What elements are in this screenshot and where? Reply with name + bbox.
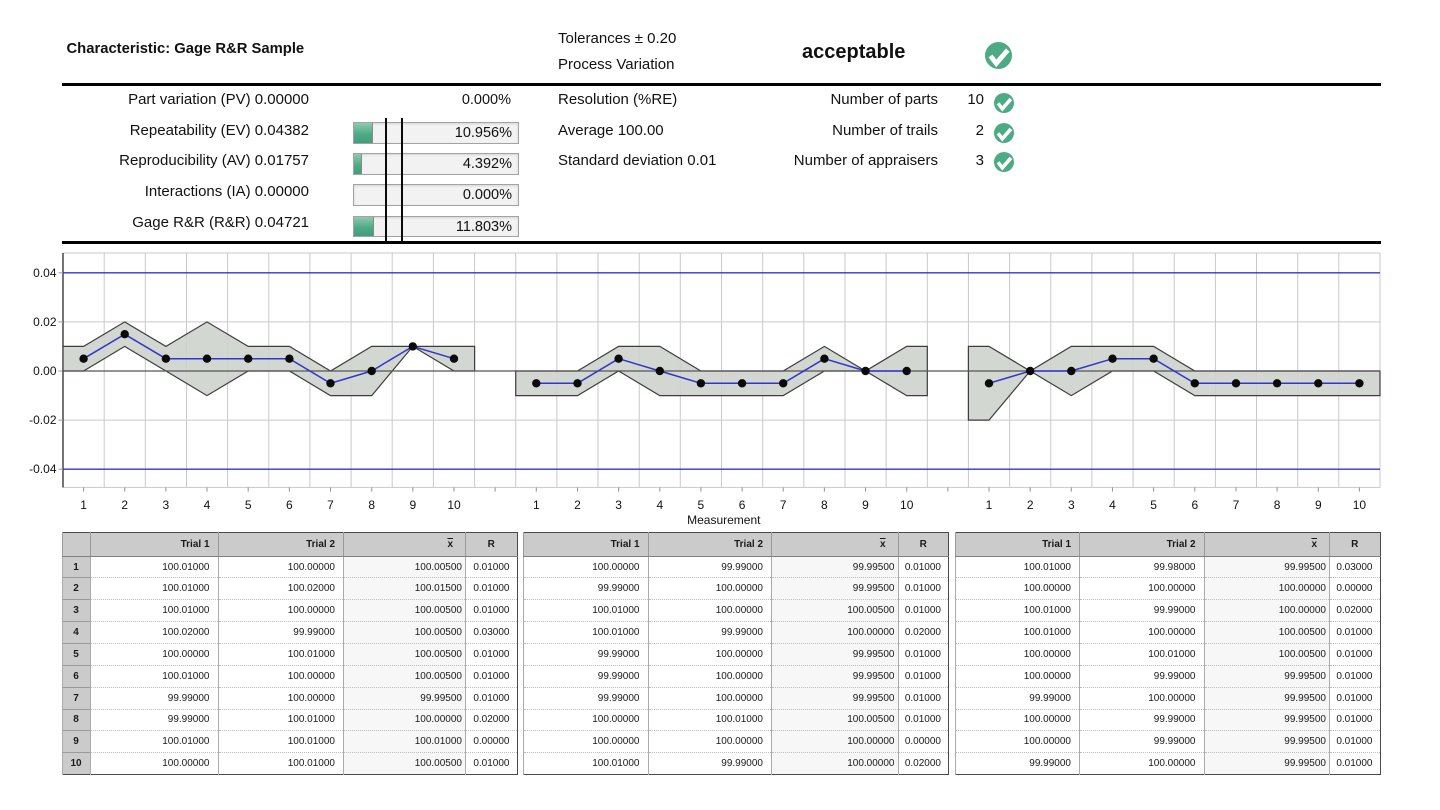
svg-text:7: 7 — [327, 498, 334, 512]
svg-text:5: 5 — [698, 498, 705, 512]
svg-text:3: 3 — [615, 498, 622, 512]
svg-text:0.02: 0.02 — [33, 315, 57, 329]
svg-text:8: 8 — [1274, 498, 1281, 512]
svg-text:2: 2 — [121, 498, 128, 512]
svg-text:4: 4 — [204, 498, 211, 512]
svg-text:7: 7 — [1233, 498, 1240, 512]
svg-text:7: 7 — [780, 498, 787, 512]
svg-text:4: 4 — [1109, 498, 1116, 512]
svg-text:1: 1 — [80, 498, 87, 512]
svg-text:9: 9 — [409, 498, 416, 512]
svg-text:5: 5 — [1150, 498, 1157, 512]
svg-text:0.00: 0.00 — [33, 364, 57, 378]
svg-text:Measurement: Measurement — [687, 513, 761, 527]
svg-text:4: 4 — [656, 498, 663, 512]
svg-text:1: 1 — [986, 498, 993, 512]
svg-text:6: 6 — [739, 498, 746, 512]
svg-text:10: 10 — [447, 498, 461, 512]
svg-text:3: 3 — [163, 498, 170, 512]
svg-text:2: 2 — [1027, 498, 1034, 512]
svg-text:8: 8 — [821, 498, 828, 512]
svg-text:10: 10 — [900, 498, 914, 512]
svg-text:-0.04: -0.04 — [29, 462, 57, 476]
svg-text:1: 1 — [533, 498, 540, 512]
svg-text:5: 5 — [245, 498, 252, 512]
svg-text:9: 9 — [862, 498, 869, 512]
svg-text:2: 2 — [574, 498, 581, 512]
svg-text:6: 6 — [1191, 498, 1198, 512]
svg-text:-0.02: -0.02 — [29, 413, 57, 427]
svg-text:10: 10 — [1353, 498, 1367, 512]
svg-text:6: 6 — [286, 498, 293, 512]
svg-text:0.04: 0.04 — [33, 266, 57, 280]
svg-text:3: 3 — [1068, 498, 1075, 512]
svg-text:9: 9 — [1315, 498, 1322, 512]
svg-text:8: 8 — [368, 498, 375, 512]
